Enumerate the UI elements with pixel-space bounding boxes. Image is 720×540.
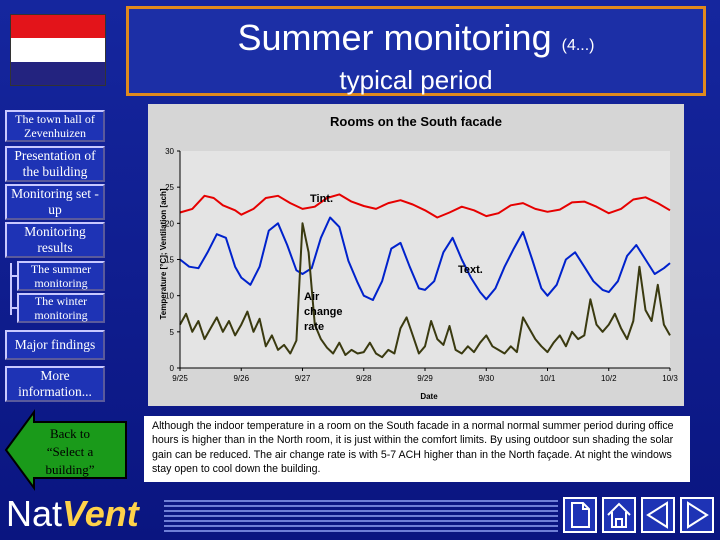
y-tick-label: 30: [165, 147, 174, 156]
logo-part2: Vent: [62, 493, 139, 534]
nav-results-label: Monitoring results: [24, 224, 86, 255]
back-button-label: Back to “Select a building”: [45, 426, 95, 477]
series-line-text: [179, 216, 671, 301]
nav-setup-label: Monitoring set -up: [11, 186, 99, 217]
y-tick-label: 10: [165, 292, 174, 301]
x-tick-label: 9/27: [295, 374, 311, 383]
next-icon[interactable]: [680, 497, 714, 533]
y-tick-label: 0: [170, 364, 175, 373]
netherlands-flag-icon: [10, 14, 106, 86]
y-tick-label: 25: [165, 183, 174, 192]
series-line-ach: [179, 222, 671, 359]
nav-setup-button[interactable]: Monitoring set -up: [5, 184, 105, 220]
plot-area: [180, 151, 670, 368]
nav-summer-button[interactable]: The summer monitoring: [17, 261, 105, 291]
x-tick-label: 9/26: [233, 374, 249, 383]
page-icon[interactable]: [563, 497, 597, 533]
series-line-tint: [179, 193, 671, 219]
x-tick-label: 9/30: [478, 374, 494, 383]
nav-findings-label: Major findings: [14, 337, 96, 352]
nav-town-hall-label: The town hall of Zevenhuizen: [15, 112, 95, 140]
previous-icon[interactable]: [641, 497, 675, 533]
description-text: Although the indoor temperature in a roo…: [144, 416, 690, 482]
nav-presentation-label: Presentation of the building: [14, 148, 96, 179]
home-icon[interactable]: [602, 497, 636, 533]
nav-town-hall-button[interactable]: The town hall of Zevenhuizen: [5, 110, 105, 142]
nav-presentation-button[interactable]: Presentation of the building: [5, 146, 105, 182]
x-tick-label: 9/28: [356, 374, 372, 383]
page-subtitle: typical period: [339, 65, 493, 95]
back-arrow-icon: [4, 408, 127, 492]
title-suffix: (4...): [561, 37, 595, 54]
x-axis-label: Date: [420, 392, 438, 401]
nav-winter-label: The winter monitoring: [34, 294, 88, 322]
nav-results-button[interactable]: Monitoring results: [5, 222, 105, 258]
title-text: Summer monitoring: [237, 17, 552, 58]
decorative-stripes: [164, 500, 558, 534]
title-box: Summer monitoring (4...) typical period: [126, 6, 706, 96]
x-tick-label: 9/25: [172, 374, 188, 383]
nav-connector-tick: [10, 307, 17, 309]
nav-connector-tick: [10, 275, 17, 277]
y-axis-label: Temperature [°C]; Ventilation [ach]: [159, 188, 168, 319]
chart-title: Rooms on the South facade: [330, 114, 502, 129]
chart-svg: 0 5 10 15 20 25 30 9/25 9/26 9/27 9/28 9/29 9/30 10/1…: [159, 114, 678, 401]
natvent-logo: NatVent: [6, 494, 139, 534]
y-tick-label: 20: [165, 219, 174, 228]
annotation-tint: Tint.: [310, 193, 333, 205]
x-tick-label: 10/2: [601, 374, 617, 383]
nav-more-button[interactable]: More information...: [5, 366, 105, 402]
page-title: Summer monitoring (4...): [129, 17, 703, 59]
nav-connector: [10, 263, 12, 315]
x-tick-label: 9/29: [417, 374, 433, 383]
nav-summer-label: The summer monitoring: [30, 262, 92, 290]
annotation-text: Text.: [458, 264, 483, 276]
x-tick-label: 10/1: [540, 374, 556, 383]
back-to-select-building-button[interactable]: Back to “Select a building”: [4, 408, 128, 492]
logo-part1: Nat: [6, 493, 63, 534]
annotation-ach: Air change rate: [304, 291, 343, 333]
y-tick-label: 15: [165, 256, 174, 265]
y-tick-label: 5: [170, 328, 175, 337]
chart: 0 5 10 15 20 25 30 9/25 9/26 9/27 9/28 9/29 9/30 10/1…: [148, 104, 684, 406]
nav-findings-button[interactable]: Major findings: [5, 330, 105, 360]
nav-more-label: More information...: [18, 368, 92, 399]
x-tick-label: 10/3: [662, 374, 678, 383]
nav-winter-button[interactable]: The winter monitoring: [17, 293, 105, 323]
